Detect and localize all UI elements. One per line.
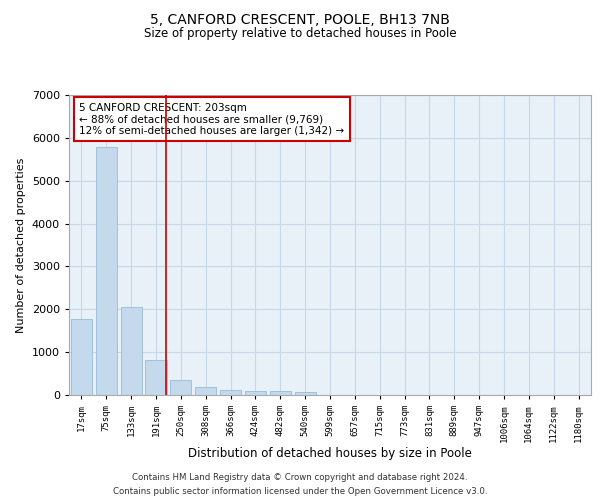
Bar: [270, 390, 291, 395]
Bar: [170, 380, 191, 395]
Text: Contains HM Land Registry data © Crown copyright and database right 2024.: Contains HM Land Registry data © Crown c…: [132, 472, 468, 482]
Bar: [295, 392, 316, 395]
Y-axis label: Number of detached properties: Number of detached properties: [16, 158, 26, 332]
X-axis label: Distribution of detached houses by size in Poole: Distribution of detached houses by size …: [188, 447, 472, 460]
Text: 5, CANFORD CRESCENT, POOLE, BH13 7NB: 5, CANFORD CRESCENT, POOLE, BH13 7NB: [150, 12, 450, 26]
Bar: [195, 386, 216, 395]
Bar: [220, 390, 241, 395]
Bar: [71, 318, 92, 395]
Text: Size of property relative to detached houses in Poole: Size of property relative to detached ho…: [143, 28, 457, 40]
Bar: [145, 360, 167, 395]
Bar: [96, 148, 117, 395]
Bar: [121, 306, 142, 395]
Text: 5 CANFORD CRESCENT: 203sqm
← 88% of detached houses are smaller (9,769)
12% of s: 5 CANFORD CRESCENT: 203sqm ← 88% of deta…: [79, 102, 344, 136]
Bar: [245, 390, 266, 395]
Text: Contains public sector information licensed under the Open Government Licence v3: Contains public sector information licen…: [113, 488, 487, 496]
